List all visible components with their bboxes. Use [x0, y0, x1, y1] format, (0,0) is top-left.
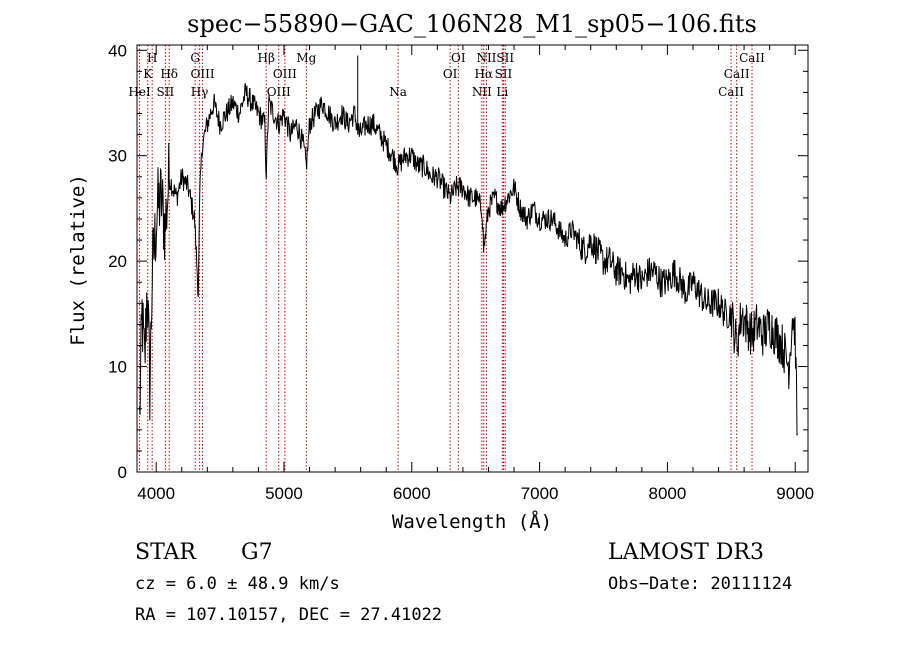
spectral-subclass: G7 [241, 540, 273, 565]
line-label-16: Hα [474, 67, 493, 81]
y-tick-label-3: 30 [108, 147, 127, 166]
line-label-21: CaII [718, 85, 744, 99]
line-label-4: Hδ [160, 67, 178, 81]
line-label-6: Hγ [191, 85, 209, 99]
line-label-12: Na [389, 85, 407, 99]
chart-title: spec−55890−GAC_106N28_M1_sp05−106.fits [187, 10, 757, 38]
line-label-9: OIII [267, 85, 291, 99]
object-class: STAR [135, 540, 197, 565]
line-label-22: CaII [724, 67, 750, 81]
x-tick-label-2: 6000 [393, 484, 431, 503]
y-tick-label-0: 0 [118, 463, 127, 482]
line-label-8: Hβ [258, 51, 275, 65]
x-axis-label: Wavelength (Å) [392, 510, 552, 533]
axis-ticks: 4000 5000 6000 7000 8000 9000 0 10 20 30 40 [108, 41, 814, 503]
line-labels-layer: HeIKHSIIHδGHγOIIIHβOIIIOIIIMgNaOIOINIIHα… [128, 51, 765, 99]
line-label-19: SII [495, 67, 513, 81]
observation-date: Obs−Date: 20111124 [608, 574, 792, 594]
line-label-14: OI [451, 51, 466, 65]
line-label-1: K [143, 67, 153, 81]
line-label-5: G [190, 51, 200, 65]
line-label-20: SII [496, 51, 514, 65]
survey-name: LAMOST DR3 [608, 540, 764, 565]
plot-frame [136, 44, 809, 473]
y-tick-label-2: 20 [108, 252, 127, 271]
x-tick-label-0: 4000 [137, 484, 175, 503]
line-label-18: Li [496, 85, 508, 99]
line-label-11: Mg [296, 51, 316, 65]
spectrum-trace [139, 83, 798, 436]
x-tick-label-3: 7000 [521, 484, 559, 503]
line-label-23: CaII [739, 51, 765, 65]
line-label-10: OIII [273, 67, 297, 81]
y-tick-label-1: 10 [108, 358, 127, 377]
redshift-velocity: cz = 6.0 ± 48.9 km/s [135, 574, 340, 594]
line-label-13: OI [443, 67, 458, 81]
y-tick-label-4: 40 [108, 41, 127, 60]
x-tick-label-5: 9000 [776, 484, 814, 503]
x-tick-label-1: 5000 [265, 484, 303, 503]
x-tick-label-4: 8000 [648, 484, 686, 503]
emission-lines-layer [139, 45, 753, 472]
line-label-17: NII [476, 51, 496, 65]
spectrum-layer [139, 55, 798, 436]
line-label-15: NII [472, 85, 492, 99]
line-label-7: OIII [191, 67, 215, 81]
line-label-3: SII [157, 85, 175, 99]
sky-coordinates: RA = 107.10157, DEC = 27.41022 [135, 605, 442, 625]
line-label-2: H [147, 51, 157, 65]
y-axis-label: Flux (relative) [67, 174, 89, 346]
